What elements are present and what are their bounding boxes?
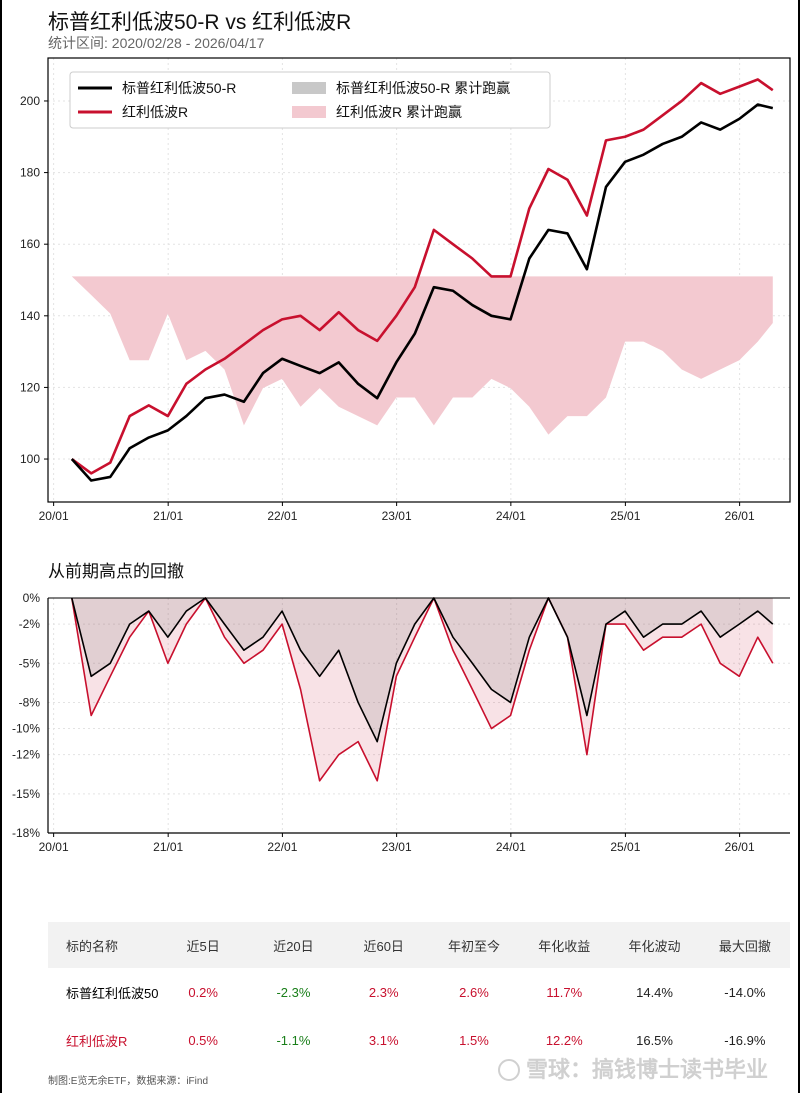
drawdown-chart: 0% -2% -5% -8% -10% -12% -15% -18%20/01 21/01 22/… — [12, 591, 790, 854]
y-tick-label: -15% — [12, 787, 40, 801]
cell-5d: 0.2% — [188, 984, 218, 1000]
x-tick-label: 24/01 — [496, 509, 526, 523]
legend-label: 标普红利低波50-R 累计跑赢 — [336, 80, 510, 96]
header-20d: 近20日 — [248, 922, 339, 968]
x-tick-label: 26/01 — [725, 840, 755, 854]
series-line-b — [71, 78, 774, 475]
row-name: 标普红利低波50-R — [66, 985, 158, 1001]
x-tick-label: 26/01 — [725, 509, 755, 523]
header-annual-return: 年化收益 — [519, 922, 610, 968]
cell-annual-return: 12.2% — [545, 1032, 583, 1048]
x-tick-label: 23/01 — [382, 840, 412, 854]
cell-annual-vol: 16.5% — [636, 1032, 673, 1048]
right-border — [798, 0, 800, 1093]
series-line-a — [70, 103, 774, 482]
x-tick-label: 22/01 — [267, 840, 297, 854]
x-tick-label: 24/01 — [496, 840, 526, 854]
cell-20d: -1.1% — [276, 1032, 311, 1048]
watermark-logo-icon — [498, 1059, 520, 1081]
date-range-subtitle: 统计区间: 2020/02/28 - 2026/04/17 — [48, 35, 265, 51]
y-tick-label: -12% — [12, 748, 40, 762]
plot-frame — [47, 57, 791, 503]
y-tick-label: 0% — [23, 591, 41, 605]
source-note: 制图:E览无余ETF，数据来源：iFind — [48, 1076, 209, 1087]
legend-box — [69, 71, 551, 129]
x-tick-label: 21/01 — [153, 840, 183, 854]
cell-annual-vol: 14.4% — [636, 984, 673, 1000]
stats-table: 标的名称 近5日 近20日 近60日 年初至今 年化收益 年化波动 最大回撤 标… — [48, 922, 790, 1064]
drawdown-line-a — [71, 597, 774, 743]
header-annual-vol: 年化波动 — [609, 922, 700, 968]
y-tick-label: 160 — [20, 237, 40, 251]
x-tick-label: 20/01 — [39, 509, 69, 523]
y-tick-label: 200 — [20, 94, 40, 108]
legend-patch-swatch — [292, 106, 326, 118]
cell-60d: 3.1% — [368, 1032, 399, 1048]
header-name: 标的名称 — [48, 922, 158, 968]
header-5d: 近5日 — [158, 922, 249, 968]
x-tick-label: 20/01 — [39, 840, 69, 854]
y-tick-label: 100 — [20, 452, 40, 466]
x-tick-label: 23/01 — [382, 509, 412, 523]
header-max-drawdown: 最大回撤 — [699, 922, 790, 968]
y-tick-label: 140 — [20, 309, 40, 323]
legend-label: 标普红利低波50-R — [122, 80, 236, 96]
y-tick-label: -5% — [19, 656, 41, 670]
legend-patch-swatch — [292, 82, 326, 94]
watermark-text: 雪球：搞钱博士读书毕业 — [526, 1057, 769, 1082]
cell-max-drawdown: -14.0% — [724, 984, 766, 1000]
drawdown-area-a — [71, 598, 773, 742]
header-ytd: 年初至今 — [428, 922, 520, 968]
chart-title: 标普红利低波50-R vs 红利低波R — [48, 11, 352, 34]
cell-5d: 0.5% — [188, 1032, 218, 1048]
cell-annual-return: 11.7% — [546, 984, 583, 1000]
x-tick-label: 22/01 — [267, 509, 297, 523]
header-60d: 近60日 — [338, 922, 429, 968]
table-row: 标普红利低波50-R 0.2% -2.3% 2.3% 2.6% 11.7% 14… — [48, 968, 790, 1016]
y-tick-label: -2% — [19, 617, 41, 631]
cell-ytd: 2.6% — [459, 984, 489, 1000]
x-tick-label: 25/01 — [610, 509, 640, 523]
legend-label: 红利低波R 累计跑赢 — [336, 104, 462, 120]
drawdown-area-b — [71, 598, 773, 781]
watermark: 雪球：搞钱博士读书毕业 — [498, 1052, 768, 1084]
drawdown-title: 从前期高点的回撤 — [48, 562, 184, 581]
cell-ytd: 1.5% — [459, 1032, 489, 1048]
y-tick-label: -10% — [12, 722, 40, 736]
y-tick-label: -18% — [12, 826, 40, 840]
cell-20d: -2.3% — [276, 984, 311, 1000]
legend-label: 红利低波R — [122, 104, 188, 120]
drawdown-line-b — [70, 597, 774, 782]
x-tick-label: 25/01 — [610, 840, 640, 854]
cell-60d: 2.3% — [368, 984, 399, 1000]
stats-header-row: 标的名称 近5日 近20日 近60日 年初至今 年化收益 年化波动 最大回撤 — [48, 922, 790, 968]
y-tick-label: -8% — [19, 695, 41, 709]
y-tick-label: 180 — [20, 166, 40, 180]
y-tick-label: 120 — [20, 380, 40, 394]
row-name: 红利低波R — [66, 1033, 128, 1049]
cell-max-drawdown: -16.9% — [724, 1032, 766, 1048]
excess-area-b — [71, 276, 773, 435]
x-tick-label: 21/01 — [153, 509, 183, 523]
table-row: 红利低波R 0.5% -1.1% 3.1% 1.5% 12.2% 16.5% -… — [48, 1016, 790, 1064]
left-border — [0, 0, 2, 1093]
performance-chart: 100 120 140 160 180 200 20/01 21/01 22/01 23/01 24… — [20, 57, 791, 523]
